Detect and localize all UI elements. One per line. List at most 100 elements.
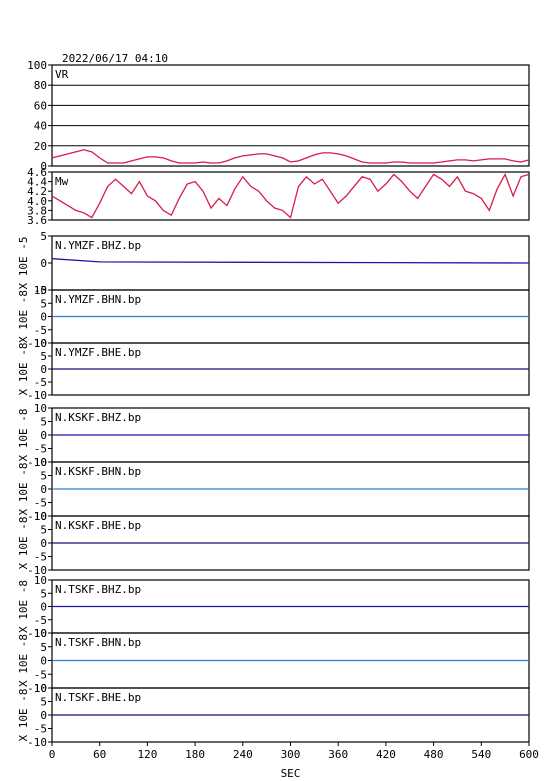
y-tick-label: 5: [40, 470, 47, 483]
y-tick-label: 0: [40, 363, 47, 376]
x-tick-label: 60: [93, 748, 106, 761]
y-tick-label: -5: [34, 668, 47, 681]
y-axis-label: X 10E -8: [17, 689, 30, 742]
y-tick-label: -5: [34, 551, 47, 564]
y-tick-label: -5: [34, 443, 47, 456]
y-tick-label: 5: [40, 587, 47, 600]
x-tick-label: 420: [376, 748, 396, 761]
y-tick-label: 4.4: [27, 176, 47, 189]
y-tick-label: 40: [34, 120, 47, 133]
panel-label: N.TSKF.BHE.bp: [55, 691, 141, 704]
y-axis-label: X 10E -5: [17, 237, 30, 290]
y-tick-label: 0: [40, 257, 47, 270]
y-tick-label: 80: [34, 79, 47, 92]
panel-vr: 0 20 40 60 80 100 VR: [27, 59, 530, 173]
y-tick-label: 4.0: [27, 195, 47, 208]
y-tick-label: 0: [40, 160, 47, 173]
y-tick-label: -10: [27, 389, 47, 402]
y-tick-label: 10: [34, 402, 47, 415]
y-tick-label: 0: [40, 655, 47, 668]
panel-label: N.YMZF.BHE.bp: [55, 346, 141, 359]
y-tick-label: -10: [27, 510, 47, 523]
y-axis-label: X 10E -8: [17, 463, 30, 516]
y-tick-label: 5: [40, 416, 47, 429]
y-tick-label: 10: [34, 574, 47, 587]
y-axis-label: X 10E -8: [17, 409, 30, 462]
y-tick-label: -10: [27, 564, 47, 577]
y-tick-label: 10: [34, 627, 47, 640]
panel-label: Mw: [55, 175, 69, 188]
y-tick-label: 10: [34, 284, 47, 297]
panel-label: N.TSKF.BHZ.bp: [55, 583, 141, 596]
x-tick-label: 300: [281, 748, 301, 761]
y-tick-label: 20: [34, 140, 47, 153]
x-tick-label: 480: [424, 748, 444, 761]
y-tick-label: -10: [27, 736, 47, 749]
y-axis-label: X 10E -8: [17, 343, 30, 396]
y-axis-label: X 10E -8: [17, 580, 30, 633]
series-line: [51, 149, 530, 164]
y-tick-label: -5: [34, 723, 47, 736]
y-tick-label: 3.8: [27, 204, 47, 217]
y-tick-label: -5: [34, 284, 47, 297]
y-tick-label: 5: [40, 297, 47, 310]
series-line: [51, 258, 530, 264]
y-tick-label: 10: [34, 510, 47, 523]
y-tick-label: 5: [40, 524, 47, 537]
y-tick-label: 5: [40, 696, 47, 709]
y-tick-label: 3.6: [27, 214, 47, 227]
y-tick-label: 0: [40, 311, 47, 324]
x-tick-label: 540: [471, 748, 491, 761]
x-tick-label: 600: [519, 748, 539, 761]
y-tick-label: 5: [40, 350, 47, 363]
y-tick-label: 5: [40, 230, 47, 243]
x-axis-label: SEC: [281, 767, 301, 780]
y-tick-label: 4.2: [27, 185, 47, 198]
x-tick-label: 180: [185, 748, 205, 761]
y-tick-label: 60: [34, 99, 47, 112]
panel-label: N.YMZF.BHZ.bp: [55, 239, 141, 252]
y-tick-label: -10: [27, 627, 47, 640]
y-tick-label: 0: [40, 537, 47, 550]
y-tick-label: -5: [34, 324, 47, 337]
panel-frame: [51, 64, 530, 167]
y-tick-label: -5: [34, 614, 47, 627]
y-axis-label: X 10E -8: [17, 517, 30, 570]
x-tick-label: 0: [49, 748, 56, 761]
panel-label: VR: [55, 68, 69, 81]
y-tick-label: -10: [27, 456, 47, 469]
y-tick-label: 0: [40, 429, 47, 442]
y-tick-label: -5: [34, 497, 47, 510]
y-tick-label: 10: [34, 456, 47, 469]
panel-label: N.YMZF.BHN.bp: [55, 293, 141, 306]
y-tick-label: 10: [34, 682, 47, 695]
panel-frame: [51, 171, 530, 221]
x-axis: 0 60 120 180 240 300 360 420 480 540 600 SEC: [49, 742, 539, 780]
x-tick-label: 240: [233, 748, 253, 761]
y-axis-label: X 10E -8: [17, 634, 30, 687]
panel-label: N.KSKF.BHN.bp: [55, 465, 141, 478]
panel-label: N.TSKF.BHN.bp: [55, 636, 141, 649]
panel-label: N.KSKF.BHE.bp: [55, 519, 141, 532]
panel-label: N.KSKF.BHZ.bp: [55, 411, 141, 424]
y-tick-label: 0: [40, 709, 47, 722]
x-tick-label: 360: [328, 748, 348, 761]
panel-n-ymzf-bhz-bp: -5 0 5 X 10E -5 N.YMZF.BHZ.bp: [17, 230, 530, 297]
y-tick-label: 100: [27, 59, 47, 72]
y-tick-label: 0: [40, 483, 47, 496]
y-tick-label: -10: [27, 682, 47, 695]
y-tick-label: 4.6: [27, 166, 47, 179]
y-axis-label: X 10E -8: [17, 290, 30, 343]
panel-mw: 3.63.84.04.24.44.6 Mw: [27, 166, 530, 227]
series-line: [51, 172, 530, 219]
x-tick-label: 120: [137, 748, 157, 761]
